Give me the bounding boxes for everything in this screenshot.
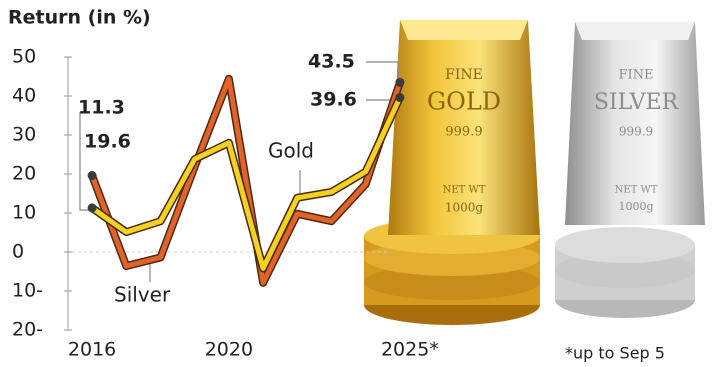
- footnote: *up to Sep 5: [565, 344, 665, 363]
- y-tick-label: 50: [12, 46, 36, 68]
- axis-title: Return (in %): [8, 7, 151, 29]
- bar-stamp: FINE: [445, 67, 483, 83]
- bar-stamp: NET WT: [443, 185, 486, 196]
- series-line: [90, 96, 403, 271]
- point: [395, 93, 405, 103]
- point: [87, 203, 97, 213]
- series-label: Gold: [268, 139, 314, 163]
- silver-illustration: [555, 22, 705, 318]
- point: [395, 77, 405, 87]
- y-tick-label: 10: [12, 202, 36, 224]
- bar-stamp: 999.9: [445, 125, 482, 140]
- y-tick-label: 10-: [12, 280, 43, 302]
- x-tick-label: 2016: [68, 339, 116, 361]
- gold-illustration: [364, 20, 540, 325]
- bar-stamp: 1000g: [618, 200, 653, 213]
- bar-stamp: 1000g: [445, 201, 484, 215]
- bar-stamp: 999.9: [619, 125, 653, 139]
- y-tick-label: 0: [12, 241, 24, 263]
- y-tick-label: 40: [12, 85, 36, 107]
- point: [87, 171, 97, 181]
- x-tick-label: 2025*: [381, 339, 439, 361]
- series-line: [89, 76, 403, 286]
- x-tick-label: 2020: [205, 339, 253, 361]
- series-label: Silver: [114, 283, 171, 307]
- y-tick-label: 20-: [12, 319, 43, 341]
- value-label: 19.6: [84, 131, 131, 153]
- y-tick-label: 30: [12, 124, 36, 146]
- value-label: 39.6: [310, 89, 357, 111]
- bar-stamp: SILVER: [594, 90, 680, 115]
- bar-stamp: FINE: [618, 68, 653, 83]
- value-label: 43.5: [308, 51, 355, 73]
- value-label: 11.3: [78, 97, 125, 119]
- y-tick-label: 20: [12, 163, 36, 185]
- bar-stamp: NET WT: [615, 185, 658, 196]
- bar-stamp: GOLD: [427, 88, 501, 116]
